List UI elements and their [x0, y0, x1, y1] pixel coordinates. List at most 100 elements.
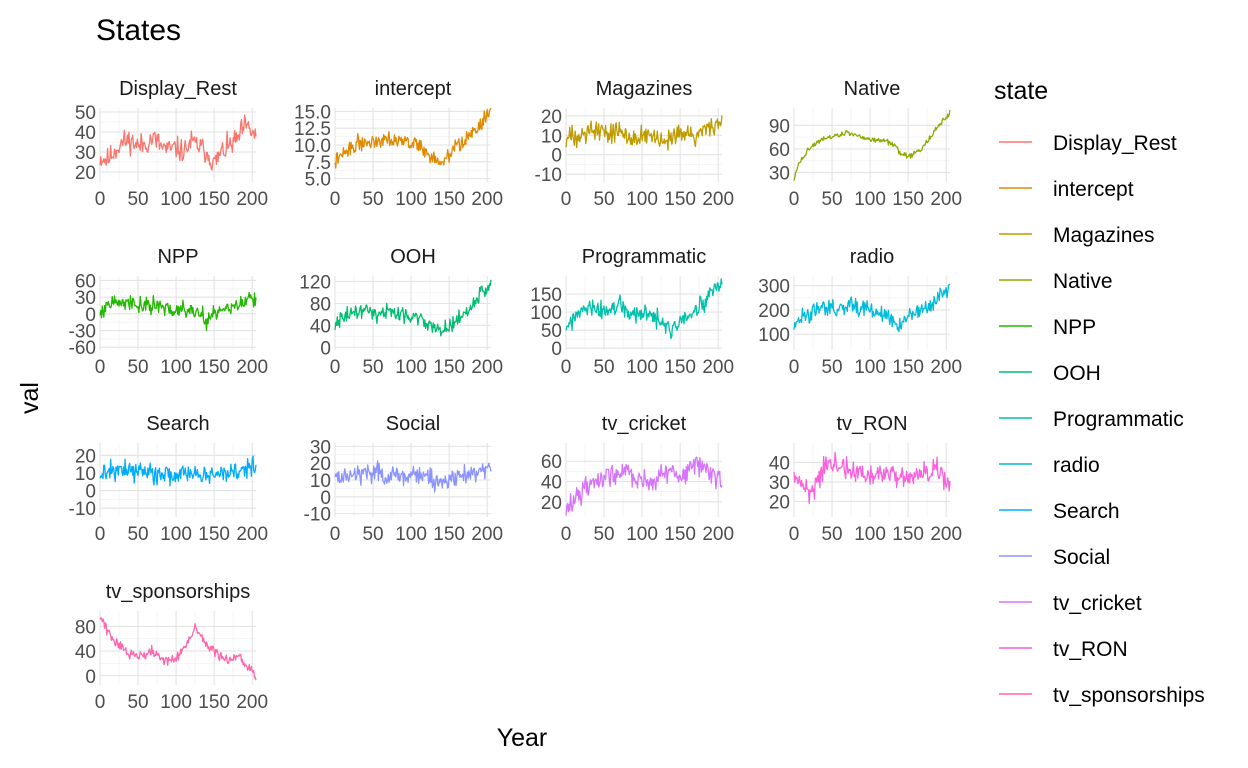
x-tick-label: 150 [892, 189, 924, 210]
y-tick-label: 120 [299, 272, 331, 293]
x-tick-label: 150 [198, 189, 230, 210]
series-line-social [334, 460, 492, 493]
x-tick-label: 150 [433, 357, 465, 378]
legend-label-tv-sponsorships: tv_sponsorships [1053, 684, 1205, 707]
y-tick-label: 30 [75, 288, 96, 309]
x-tick-label: 150 [198, 692, 230, 713]
x-tick-label: 100 [854, 189, 886, 210]
x-tick-label: 200 [930, 357, 962, 378]
facet-strip-label: Search [146, 413, 209, 435]
legend-label-radio: radio [1053, 454, 1100, 477]
x-tick-label: 100 [854, 524, 886, 545]
facet-strip-label: intercept [375, 78, 452, 100]
x-tick-label: 0 [561, 357, 572, 378]
x-tick-label: 0 [561, 189, 572, 210]
x-tick-label: 50 [821, 189, 842, 210]
x-tick-label: 100 [160, 189, 192, 210]
y-tick-label: 40 [310, 316, 331, 337]
y-tick-label: -10 [535, 165, 562, 186]
facet-strip-label: OOH [390, 246, 436, 268]
x-tick-label: 50 [593, 357, 614, 378]
x-tick-label: 100 [626, 524, 658, 545]
x-tick-label: 150 [892, 524, 924, 545]
y-tick-label: -60 [69, 338, 96, 359]
legend-item-radio: radio [999, 454, 1100, 477]
x-tick-label: 50 [821, 524, 842, 545]
x-axis-title: Year [497, 724, 548, 752]
series-line-tv-sponsorships [99, 617, 257, 681]
y-tick-label: 100 [758, 325, 790, 346]
y-tick-label: 30 [769, 473, 790, 494]
y-tick-label: 150 [530, 285, 562, 306]
legend-item-intercept: intercept [999, 178, 1134, 201]
x-tick-label: 200 [236, 692, 268, 713]
y-tick-label: 40 [769, 453, 790, 474]
x-tick-label: 200 [702, 357, 734, 378]
y-tick-label: 20 [769, 492, 790, 513]
x-tick-label: 0 [95, 357, 106, 378]
y-tick-label: 60 [769, 140, 790, 161]
y-tick-label: 30 [310, 437, 331, 458]
y-tick-label: 30 [769, 164, 790, 185]
legend-label-ooh: OOH [1053, 362, 1101, 385]
legend-label-search: Search [1053, 500, 1120, 523]
legend-label-social: Social [1053, 546, 1110, 569]
x-tick-label: 50 [127, 189, 148, 210]
x-tick-label: 50 [362, 524, 383, 545]
y-tick-label: 0 [551, 146, 562, 167]
y-tick-label: 50 [75, 103, 96, 124]
legend-item-programmatic: Programmatic [999, 408, 1184, 431]
y-tick-label: 10 [75, 464, 96, 485]
x-tick-label: 200 [236, 189, 268, 210]
x-tick-label: 100 [395, 357, 427, 378]
x-tick-label: 150 [433, 524, 465, 545]
y-tick-label: -10 [69, 499, 96, 520]
x-tick-label: 100 [160, 357, 192, 378]
y-tick-label: 300 [758, 277, 790, 298]
x-tick-label: 150 [892, 357, 924, 378]
x-tick-label: 150 [198, 357, 230, 378]
legend: state Display_Rest intercept Magazines Nati… [994, 77, 1205, 707]
legend-item-ooh: OOH [999, 362, 1101, 385]
x-tick-label: 200 [236, 524, 268, 545]
y-tick-label: 20 [541, 493, 562, 514]
facet-strip-label: tv_sponsorships [106, 581, 251, 603]
x-tick-label: 0 [789, 357, 800, 378]
x-tick-label: 50 [593, 189, 614, 210]
y-tick-label: 40 [75, 642, 96, 663]
facet-strip-label: NPP [157, 246, 198, 268]
x-tick-label: 0 [95, 692, 106, 713]
legend-item-native: Native [999, 270, 1113, 293]
facet-strip-label: Display_Rest [119, 78, 237, 100]
facet-panel-intercept: 0 50 100 150 200 5.07.510.012.515.0 intercept [294, 78, 503, 210]
x-tick-label: 0 [330, 357, 341, 378]
x-tick-label: 150 [198, 524, 230, 545]
x-tick-label: 50 [127, 524, 148, 545]
x-tick-label: 50 [362, 357, 383, 378]
x-tick-label: 50 [127, 357, 148, 378]
facet-strip-label: tv_RON [836, 413, 907, 435]
legend-item-tv-sponsorships: tv_sponsorships [999, 684, 1205, 707]
legend-label-display-rest: Display_Rest [1053, 132, 1177, 155]
legend-label-programmatic: Programmatic [1053, 408, 1184, 431]
legend-label-intercept: intercept [1053, 178, 1134, 201]
legend-item-search: Search [999, 500, 1120, 523]
y-tick-label: 0 [85, 305, 96, 326]
x-tick-label: 100 [395, 189, 427, 210]
y-tick-label: 7.5 [305, 153, 331, 174]
x-tick-label: 200 [471, 357, 503, 378]
x-tick-label: 0 [330, 524, 341, 545]
legend-title: state [994, 77, 1048, 105]
y-tick-label: 0 [85, 482, 96, 503]
legend-item-magazines: Magazines [999, 224, 1155, 247]
x-tick-label: 100 [395, 524, 427, 545]
legend-label-native: Native [1053, 270, 1113, 293]
